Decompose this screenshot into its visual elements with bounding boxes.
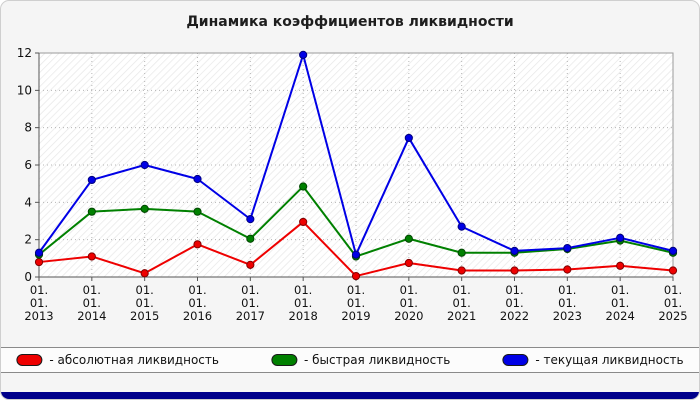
svg-text:01.01.2025: 01. 01. 2025	[658, 283, 687, 323]
svg-text:01.01.2015: 01. 01. 2015	[130, 283, 159, 323]
svg-text:10: 10	[17, 83, 32, 97]
legend-label-absolute-liquidity: - абсолютная ликвидность	[49, 353, 219, 367]
svg-text:0: 0	[24, 270, 32, 284]
svg-text:4: 4	[24, 195, 32, 209]
legend-label-current-liquidity: - текущая ликвидность	[535, 353, 684, 367]
svg-text:01.01.2017: 01. 01. 2017	[236, 283, 265, 323]
svg-text:01.01.2014: 01. 01. 2014	[77, 283, 106, 323]
svg-text:2: 2	[24, 233, 32, 247]
svg-text:12: 12	[17, 46, 32, 60]
legend-marker-current-liquidity	[502, 354, 529, 366]
svg-text:01.01.2013: 01. 01. 2013	[24, 283, 53, 323]
chart-legend: - абсолютная ликвидность - быстрая ликви…	[1, 347, 699, 373]
chart-title: Динамика коэффициентов ликвидности	[186, 14, 514, 30]
svg-text:01.01.2023: 01. 01. 2023	[553, 283, 582, 323]
svg-text:01.01.2022: 01. 01. 2022	[500, 283, 529, 323]
legend-item-quick-liquidity: - быстрая ликвидность	[270, 353, 451, 367]
svg-text:8: 8	[24, 121, 32, 135]
legend-marker-quick-liquidity	[270, 354, 297, 366]
bottom-accent-bar	[1, 392, 699, 399]
svg-text:01.01.2019: 01. 01. 2019	[341, 283, 370, 323]
legend-label-quick-liquidity: - быстрая ликвидность	[303, 353, 451, 367]
legend-marker-absolute-liquidity	[16, 354, 43, 366]
legend-item-absolute-liquidity: - абсолютная ликвидность	[16, 353, 219, 367]
liquidity-line-chart: 0 2 4 6 8 10 12 01. 01. 2013 01. 01. 2014 01. 01. 2015 0…	[17, 46, 688, 323]
svg-text:01.01.2021: 01. 01. 2021	[447, 283, 476, 323]
legend-item-current-liquidity: - текущая ликвидность	[502, 353, 684, 367]
svg-text:01.01.2024: 01. 01. 2024	[606, 283, 635, 323]
svg-text:6: 6	[24, 158, 32, 172]
svg-text:01.01.2020: 01. 01. 2020	[394, 283, 423, 323]
svg-text:01.01.2018: 01. 01. 2018	[289, 283, 318, 323]
svg-text:01.01.2016: 01. 01. 2016	[183, 283, 212, 323]
